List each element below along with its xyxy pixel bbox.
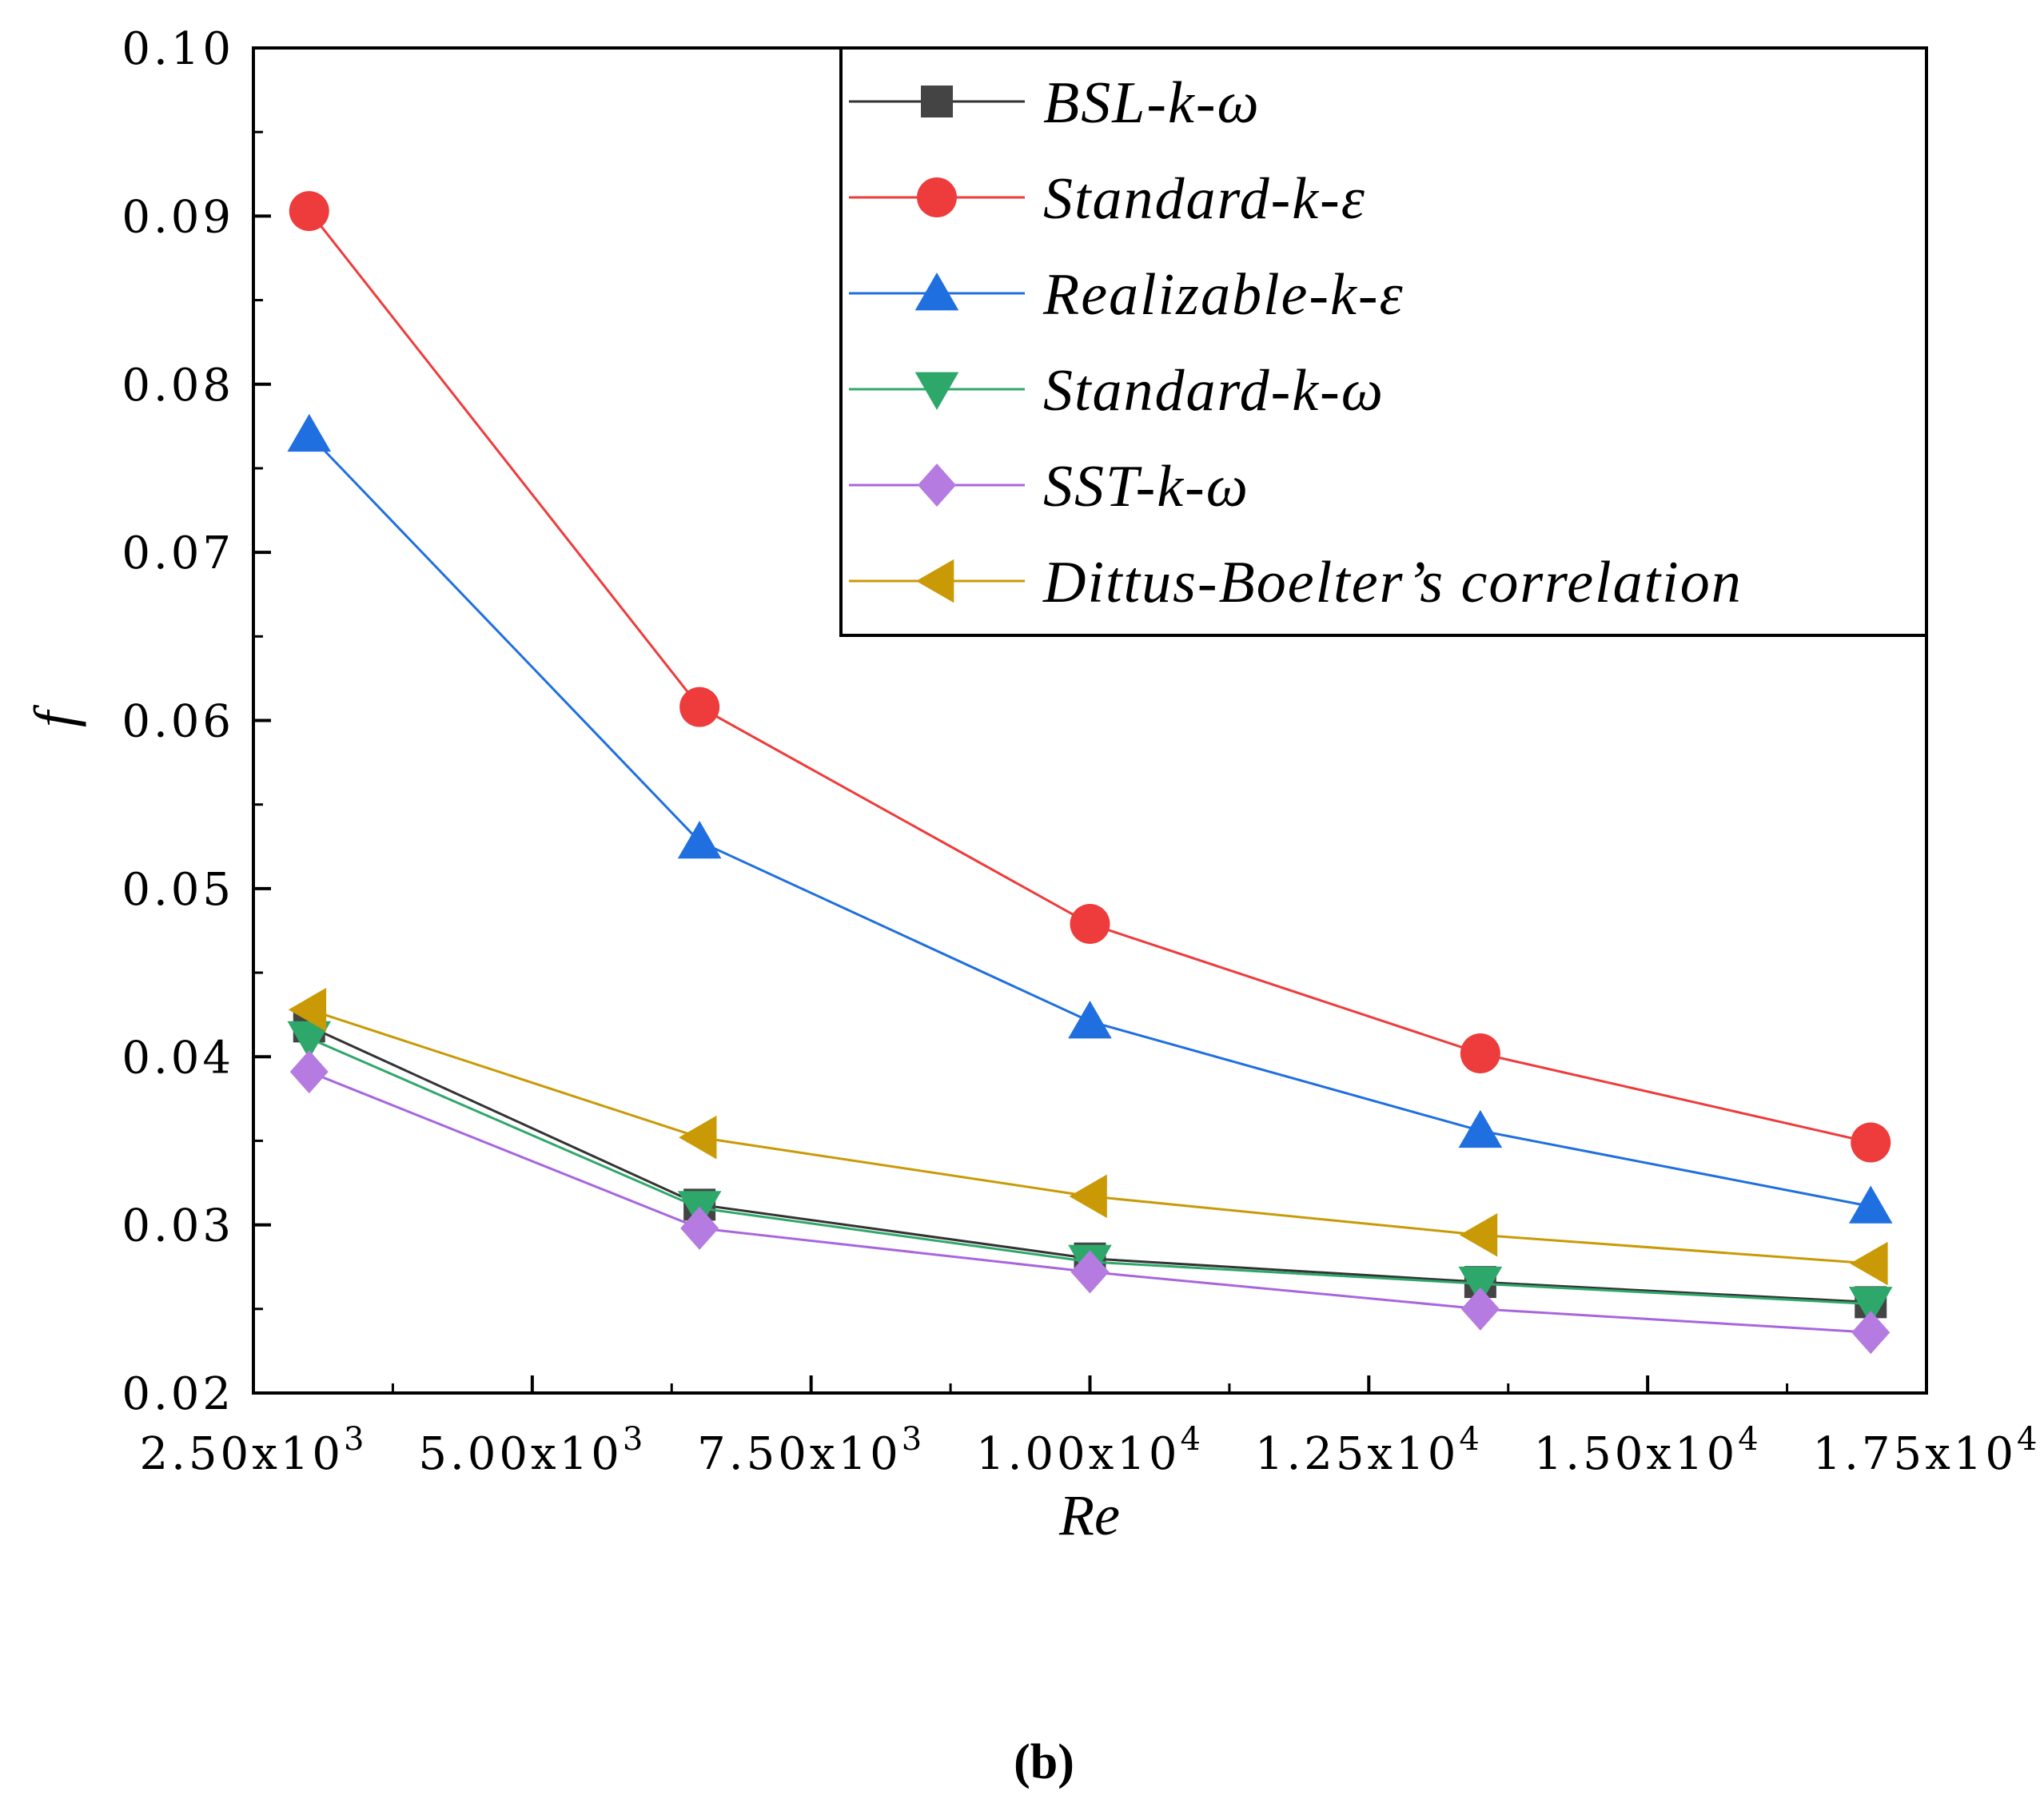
data-point (677, 820, 722, 859)
x-tick-label: 7.50x103 (697, 1421, 925, 1480)
x-axis-title: Re (1058, 1483, 1120, 1547)
data-point (679, 687, 720, 727)
series-dittus-boelter (288, 988, 1888, 1286)
legend-label: Dittus-Boelter’s correlation (1042, 550, 1743, 615)
legend-marker (921, 86, 953, 117)
legend-label: Standard-k-ω (1043, 358, 1385, 424)
legend-item-bsl-k-omega: BSL-k-ω (849, 70, 1261, 136)
series-line (309, 1008, 1871, 1265)
data-point (289, 1050, 329, 1094)
data-point (289, 191, 329, 232)
x-tick-label: 1.75x104 (1813, 1421, 2041, 1480)
series-standard-k-epsilon (289, 191, 1891, 1163)
data-point (1848, 1185, 1893, 1224)
y-tick-label: 0.03 (122, 1200, 234, 1252)
panel-label: (b) (1014, 1735, 1074, 1789)
y-tick-label: 0.08 (122, 360, 234, 412)
y-tick-label: 0.05 (122, 864, 234, 916)
data-point (1851, 1311, 1891, 1355)
legend-item-dittus-boelter: Dittus-Boelter’s correlation (849, 550, 1743, 615)
data-point (287, 1021, 332, 1060)
legend: BSL-k-ω Standard-k-ε Realizable-k-ε Standar… (849, 70, 1743, 615)
data-point (680, 1206, 719, 1250)
x-tick-label: 5.00x103 (418, 1421, 646, 1480)
data-point (1851, 1122, 1891, 1163)
y-tick-label: 0.10 (122, 23, 234, 75)
legend-marker (914, 273, 959, 311)
data-point (1070, 1250, 1110, 1294)
legend-marker (916, 559, 954, 603)
legend-marker (917, 177, 957, 217)
legend-label: Realizable-k-ε (1042, 262, 1405, 328)
data-point (287, 413, 332, 452)
y-tick-label: 0.02 (122, 1368, 234, 1420)
data-point (1460, 1287, 1500, 1331)
y-tick-label: 0.06 (122, 696, 234, 748)
legend-item-sst-k-omega: SST-k-ω (849, 454, 1249, 519)
y-axis: 0.02 0.03 0.04 0.05 0.06 0.07 0.08 0.09 0.10 (122, 23, 271, 1420)
data-point (679, 1115, 717, 1160)
legend-label: SST-k-ω (1043, 454, 1249, 519)
legend-label: BSL-k-ω (1043, 70, 1261, 136)
x-tick-label: 2.50x103 (140, 1421, 368, 1480)
series-sst-k-omega (289, 1050, 1891, 1355)
y-tick-label: 0.09 (122, 191, 234, 243)
legend-item-realizable-k-epsilon: Realizable-k-ε (849, 262, 1405, 328)
data-point (1069, 1174, 1107, 1219)
series-realizable-k-epsilon (287, 413, 1893, 1224)
data-point (1459, 1212, 1498, 1257)
data-point (1848, 1287, 1893, 1325)
data-point (1070, 904, 1110, 945)
legend-box (839, 46, 1928, 637)
y-tick-label: 0.04 (122, 1032, 234, 1084)
y-axis-title: f (22, 704, 86, 727)
legend-item-standard-k-epsilon: Standard-k-ε (849, 166, 1366, 232)
x-tick-label: 1.25x104 (1255, 1421, 1483, 1480)
data-point (1850, 1241, 1888, 1286)
legend-label: Standard-k-ε (1043, 166, 1366, 232)
data-point (1068, 1001, 1112, 1039)
legend-item-standard-k-omega: Standard-k-ω (849, 358, 1385, 424)
y-tick-label: 0.07 (122, 527, 234, 579)
data-point (1460, 1033, 1500, 1074)
series-layer (287, 191, 1893, 1355)
data-point (288, 988, 327, 1032)
data-point (1458, 1266, 1503, 1305)
x-tick-label: 1.00x104 (976, 1421, 1204, 1480)
x-tick-label: 1.50x104 (1534, 1421, 1762, 1480)
legend-marker (918, 464, 956, 507)
x-axis: 2.50x103 5.00x103 7.50x103 1.00x104 1.25x104… (140, 1375, 2041, 1480)
data-point (1458, 1109, 1503, 1148)
legend-marker (914, 372, 959, 410)
